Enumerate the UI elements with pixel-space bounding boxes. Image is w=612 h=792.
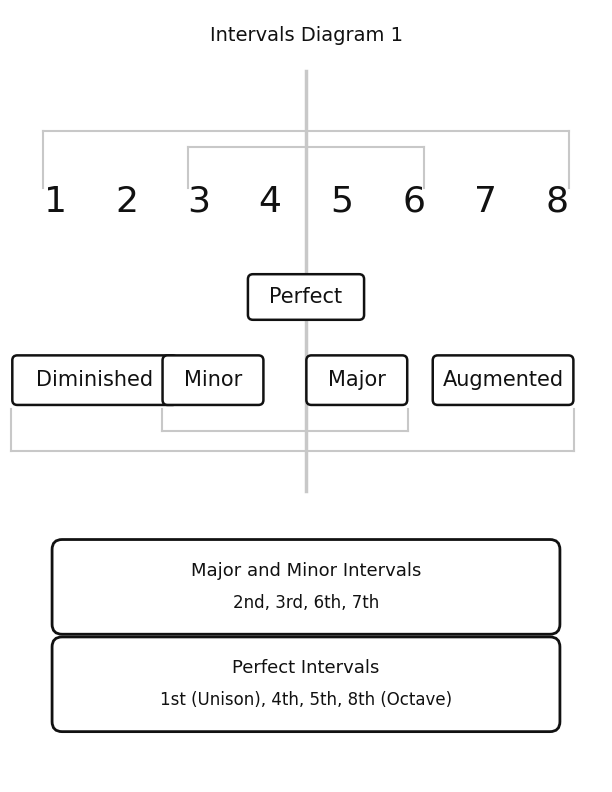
Text: Minor: Minor xyxy=(184,370,242,390)
Text: 8: 8 xyxy=(545,185,569,219)
FancyBboxPatch shape xyxy=(12,356,177,405)
FancyBboxPatch shape xyxy=(433,356,573,405)
FancyBboxPatch shape xyxy=(163,356,263,405)
Text: 2nd, 3rd, 6th, 7th: 2nd, 3rd, 6th, 7th xyxy=(233,594,379,612)
Text: Perfect Intervals: Perfect Intervals xyxy=(233,659,379,677)
Text: Diminished: Diminished xyxy=(36,370,154,390)
Text: 7: 7 xyxy=(474,185,497,219)
FancyBboxPatch shape xyxy=(248,274,364,320)
Text: 4: 4 xyxy=(259,185,282,219)
Text: Major: Major xyxy=(328,370,386,390)
Text: 3: 3 xyxy=(187,185,210,219)
FancyBboxPatch shape xyxy=(52,539,560,634)
Text: 2: 2 xyxy=(115,185,138,219)
Text: 5: 5 xyxy=(330,185,353,219)
FancyBboxPatch shape xyxy=(52,637,560,732)
Text: Perfect: Perfect xyxy=(269,287,343,307)
Text: Augmented: Augmented xyxy=(442,370,564,390)
Text: 6: 6 xyxy=(402,185,425,219)
Text: 1st (Unison), 4th, 5th, 8th (Octave): 1st (Unison), 4th, 5th, 8th (Octave) xyxy=(160,691,452,710)
Text: 1: 1 xyxy=(43,185,67,219)
Text: Intervals Diagram 1: Intervals Diagram 1 xyxy=(209,26,403,45)
FancyBboxPatch shape xyxy=(307,356,407,405)
Text: Major and Minor Intervals: Major and Minor Intervals xyxy=(191,562,421,580)
